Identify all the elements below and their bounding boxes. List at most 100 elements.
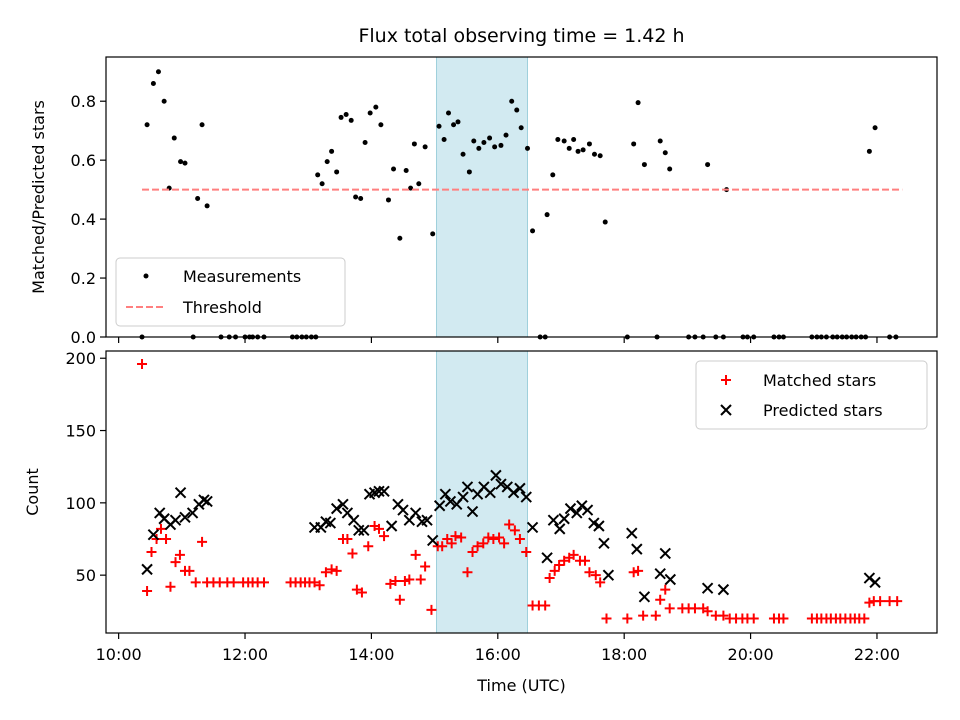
matched-star-point [347, 548, 358, 559]
measurement-point [509, 98, 515, 104]
ratio-legend-box [115, 257, 346, 327]
ratio-x-ticks [118, 337, 878, 343]
measurement-point [518, 125, 524, 131]
matched-star-point [549, 565, 560, 576]
matched-star-point [859, 613, 870, 624]
matched-star-point [650, 610, 661, 621]
y-tick-label: 0.8 [71, 92, 96, 111]
measurement-point [343, 111, 349, 117]
count-y-axis-label: Count [23, 468, 42, 516]
predicted-star-point [461, 481, 474, 493]
matched-star-point [394, 594, 405, 605]
matched-star-point [170, 557, 181, 568]
measurement-point [635, 100, 641, 106]
measurement-point [338, 114, 344, 120]
measurement-point [566, 145, 572, 151]
matched-star-point [467, 547, 478, 558]
matched-star-point [584, 567, 595, 578]
predicted-star-point [581, 504, 594, 516]
measurement-point [487, 135, 493, 141]
predicted-star-point [593, 520, 605, 532]
y-tick-label: 0.0 [71, 328, 96, 347]
predicted-star-point [198, 494, 210, 506]
count-plot-area [137, 359, 903, 624]
predicted-star-point [659, 547, 671, 560]
measurement-point [571, 137, 577, 143]
measurement-point [530, 228, 536, 234]
matched-star-point [320, 567, 331, 578]
measurement-point [466, 169, 472, 175]
ratio-panel-frame [105, 56, 938, 338]
measurement-point [705, 162, 711, 168]
measurement-point [315, 172, 321, 178]
predicted-star-point [490, 469, 502, 482]
matched-star-point [165, 581, 176, 592]
matched-star-point [314, 580, 325, 591]
y-tick-label: 200 [65, 349, 96, 368]
matched-star-point [190, 577, 201, 588]
predicted-star-point [409, 507, 422, 519]
predicted-star-point [337, 498, 349, 510]
predicted-star-point [602, 569, 615, 581]
predicted-star-point [348, 514, 360, 526]
matched-star-point [544, 573, 555, 584]
count-panel: 50 100 150 200 10:00 12:00 14:00 16:00 18:00 20:… [23, 349, 938, 695]
matched-star-point [601, 613, 612, 624]
matched-star-point [559, 555, 570, 566]
matched-star-point [633, 565, 644, 576]
predicted-star-point [717, 583, 730, 596]
matched-star-point [499, 538, 510, 549]
count-legend: Matched stars Predicted stars [695, 360, 928, 430]
measurement-point [498, 142, 504, 148]
predicted-star-point [869, 576, 881, 589]
predicted-star-point [701, 582, 714, 594]
matched-star-point [472, 541, 483, 552]
x-axis-label: Time (UTC) [476, 676, 565, 695]
measurement-point [586, 141, 592, 147]
predicted-star-point [526, 521, 539, 534]
count-panel-frame [105, 350, 938, 634]
measurement-point [150, 81, 156, 87]
measurement-point [144, 122, 150, 128]
measurement-point [492, 144, 498, 150]
matched-star-point [595, 577, 606, 588]
matched-star-point [379, 531, 390, 542]
predicted-star-point [353, 524, 365, 537]
matched-star-point [331, 565, 342, 576]
matched-stars-legend-marker [721, 375, 731, 385]
measurement-point [422, 144, 428, 150]
predicted-star-point [626, 527, 638, 539]
matched-star-point [442, 534, 453, 544]
measurement-point [171, 135, 177, 141]
measurement-point [182, 160, 188, 166]
matched-star-point [514, 534, 525, 544]
matched-star-point [426, 604, 437, 615]
measurement-point [550, 172, 556, 178]
ratio-legend: Measurements Threshold [115, 257, 346, 327]
x-tick-label: 18:00 [601, 645, 647, 664]
matched-star-point [509, 525, 520, 536]
matched-star-point [174, 549, 185, 560]
matched-star-point [660, 584, 671, 595]
matched-star-point [622, 613, 633, 624]
predicted-star-point [373, 485, 385, 497]
ratio-panel: 0.00.20.40.60.8 Matched/Predicted stars … [29, 56, 938, 347]
predicted-star-point [631, 543, 643, 555]
predicted-star-point [654, 568, 666, 580]
measurement-point [397, 235, 403, 241]
threshold-legend-label: Threshold [182, 298, 262, 317]
measurement-point [411, 141, 417, 147]
measurement-point [597, 153, 603, 159]
predicted-star-point [174, 487, 187, 499]
predicted-star-point [466, 505, 479, 518]
measurement-point [872, 125, 878, 131]
measurement-point [591, 151, 597, 157]
measurement-point [391, 166, 397, 172]
matched-star-point [478, 538, 489, 549]
x-tick-label: 14:00 [348, 645, 394, 664]
predicted-star-point [385, 520, 398, 532]
matched-star-point [462, 567, 473, 578]
predicted-star-point [433, 500, 446, 512]
measurements-legend-marker [143, 273, 149, 279]
